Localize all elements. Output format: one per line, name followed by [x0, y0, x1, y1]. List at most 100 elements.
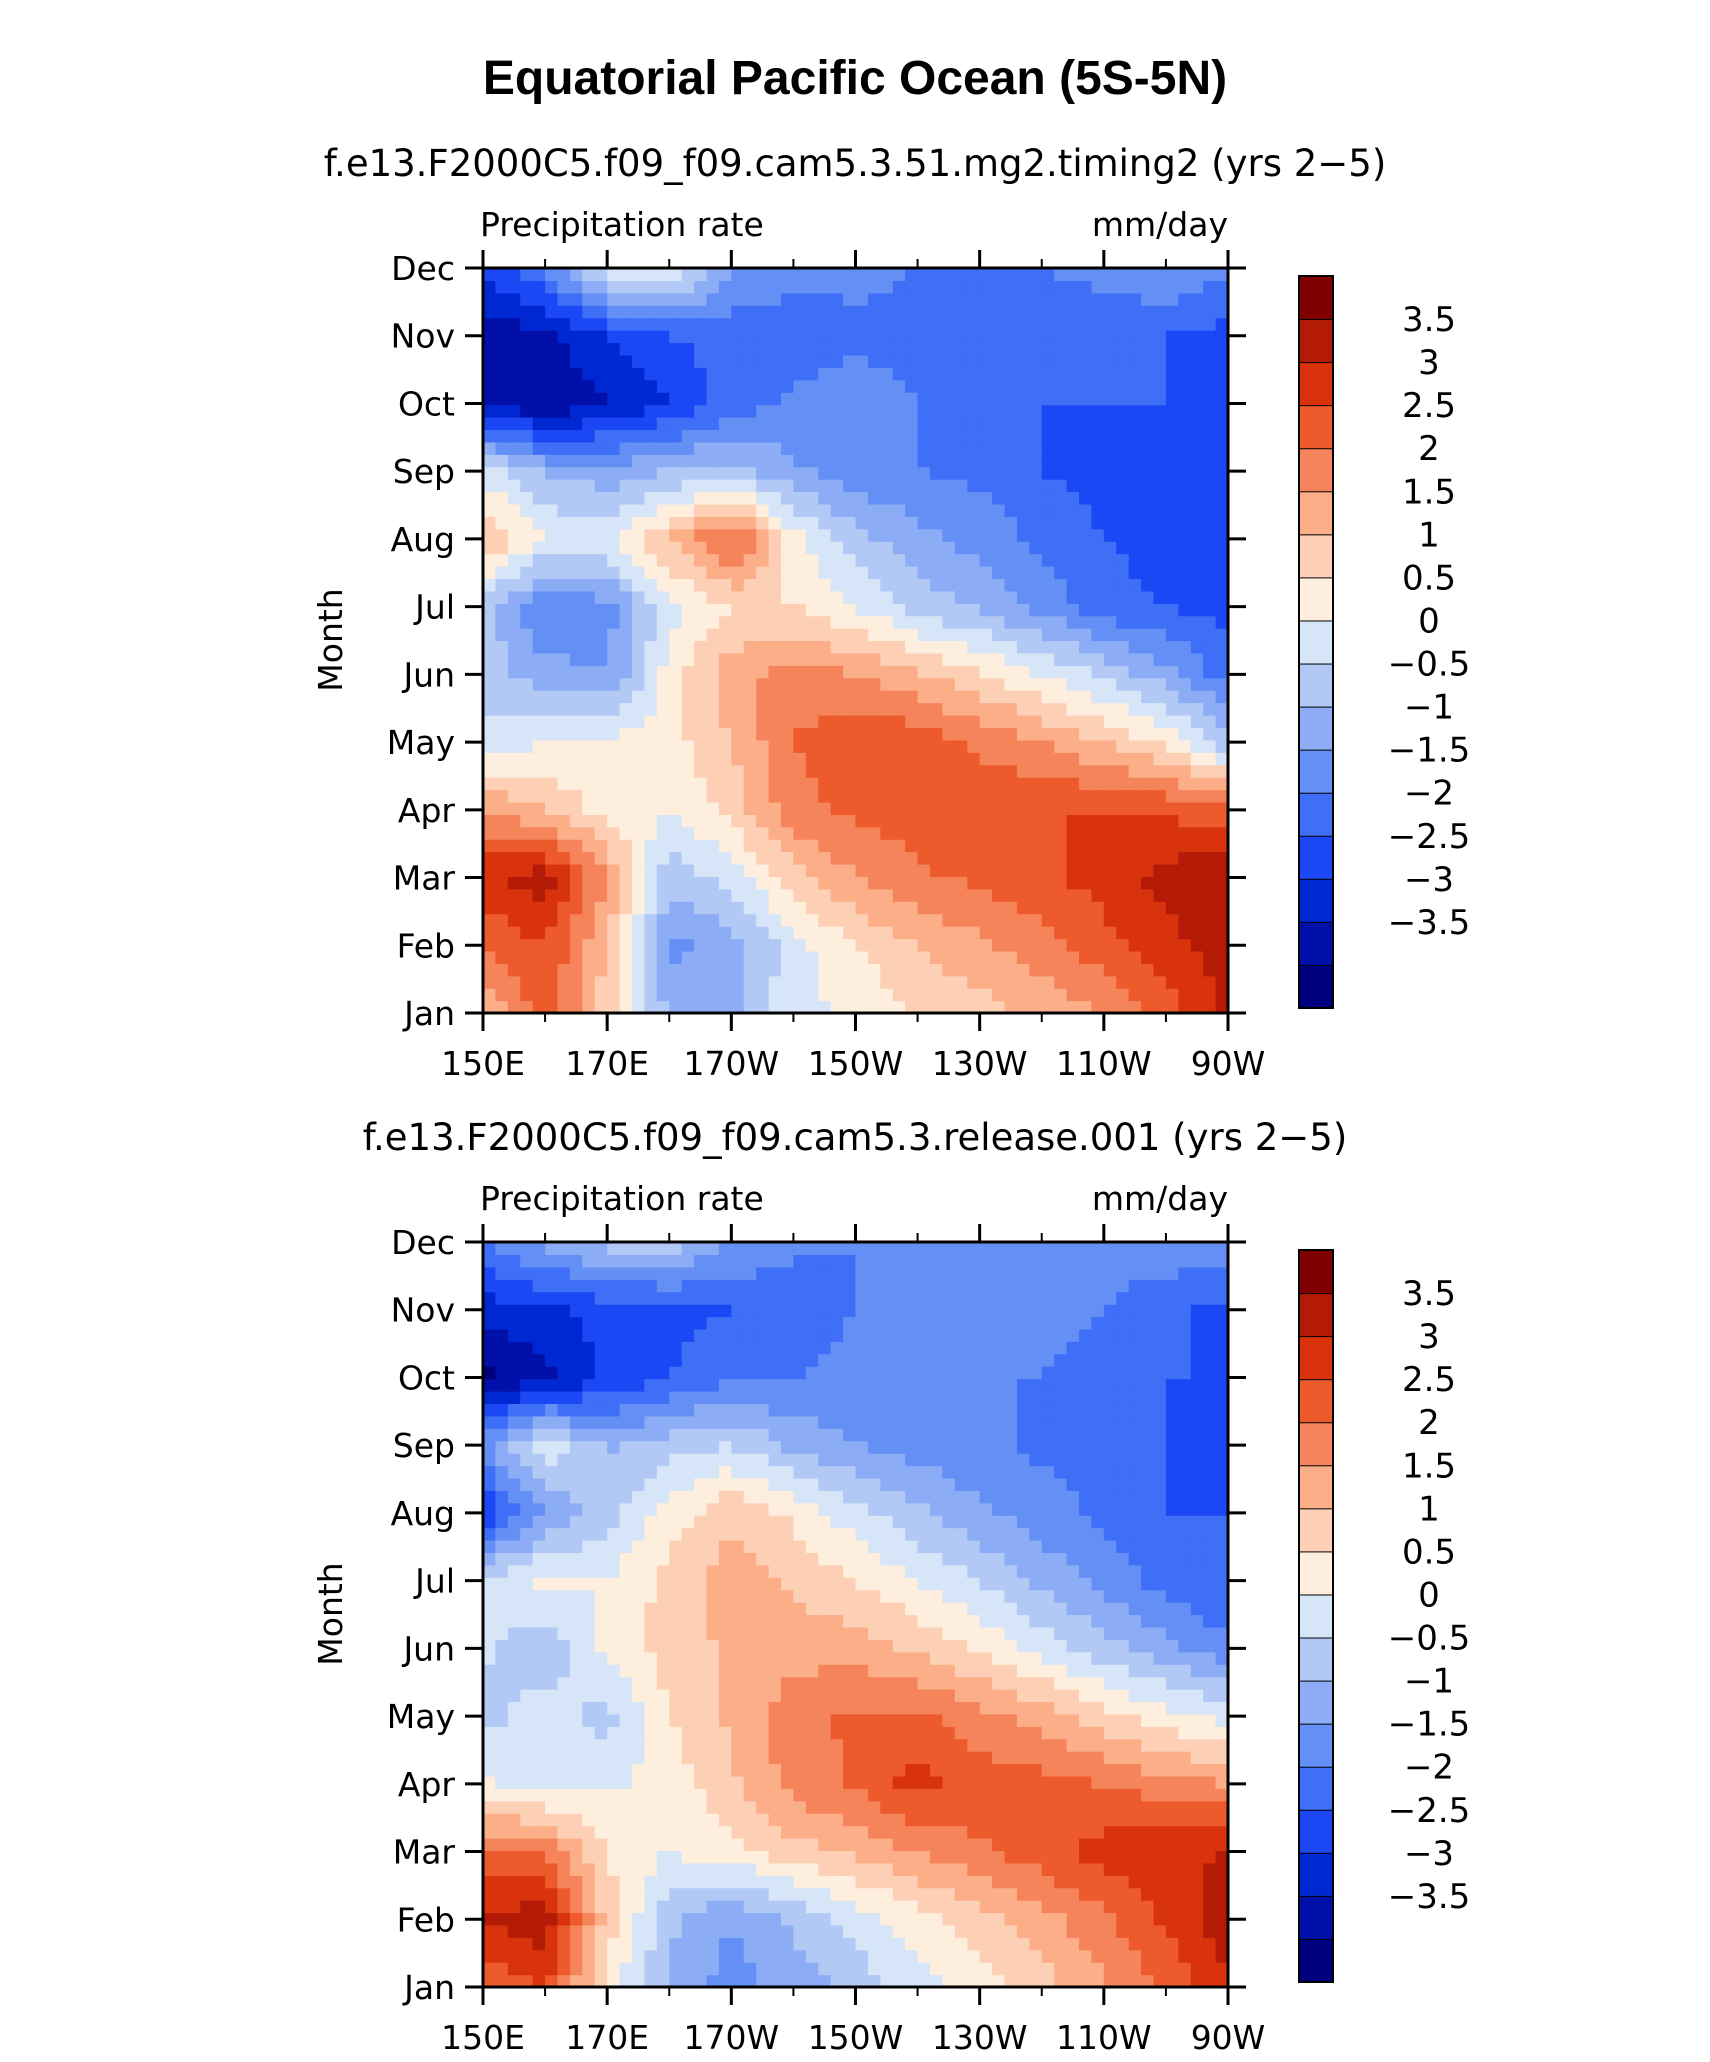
heatmap-cell [520, 888, 534, 902]
heatmap-cell [917, 1726, 931, 1740]
heatmap-cell [644, 950, 658, 964]
heatmap-cell [793, 888, 807, 902]
heatmap-cell [694, 1000, 708, 1014]
heatmap-cell [1041, 280, 1055, 294]
heatmap-cell [830, 826, 844, 840]
heatmap-cell [781, 429, 795, 443]
heatmap-cell [843, 367, 857, 381]
heatmap-cell [843, 392, 857, 406]
heatmap-cell [582, 1924, 596, 1938]
heatmap-cell [1203, 1850, 1217, 1864]
heatmap-cell [1054, 1738, 1068, 1752]
heatmap-cell [954, 491, 968, 505]
heatmap-cell [718, 876, 732, 890]
heatmap-cell [967, 702, 981, 716]
heatmap-cell [681, 367, 695, 381]
heatmap-cell [1066, 491, 1080, 505]
heatmap-cell [992, 1738, 1006, 1752]
heatmap-cell [644, 1713, 658, 1727]
heatmap-cell [1004, 739, 1018, 753]
heatmap-cell [632, 1850, 646, 1864]
heatmap-cell [1178, 1788, 1192, 1802]
heatmap-cell [1190, 1875, 1204, 1889]
heatmap-cell [681, 417, 695, 431]
heatmap-cell [743, 665, 757, 679]
heatmap-cell [569, 851, 583, 865]
heatmap-cell [1091, 330, 1105, 344]
heatmap-cell [607, 1825, 621, 1839]
heatmap-cell [818, 963, 832, 977]
heatmap-cell [768, 752, 782, 766]
heatmap-cell [1178, 528, 1192, 542]
heatmap-cell [545, 1800, 559, 1814]
heatmap-cell [1165, 1751, 1179, 1765]
heatmap-cell [867, 777, 881, 791]
heatmap-cell [855, 1949, 869, 1963]
heatmap-cell [619, 950, 633, 964]
heatmap-cell [979, 330, 993, 344]
heatmap-cell [830, 988, 844, 1002]
heatmap-cell [569, 330, 583, 344]
heatmap-cell [619, 789, 633, 803]
heatmap-cell [830, 590, 844, 604]
heatmap-cell [992, 491, 1006, 505]
heatmap-cell [843, 1875, 857, 1889]
heatmap-cell [1203, 777, 1217, 791]
heatmap-cell [1141, 578, 1155, 592]
heatmap-cell [632, 441, 646, 455]
heatmap-cell [905, 354, 919, 368]
heatmap-cell [545, 317, 559, 331]
heatmap-cell [731, 801, 745, 815]
heatmap-cell [1215, 1900, 1229, 1914]
heatmap-cell [1165, 429, 1179, 443]
heatmap-cell [892, 777, 906, 791]
heatmap-cell [979, 1850, 993, 1864]
heatmap-cell [1054, 1763, 1068, 1777]
heatmap-cell [681, 814, 695, 828]
heatmap-cell [706, 615, 720, 629]
heatmap-cell [756, 727, 770, 741]
heatmap-cell [1103, 503, 1117, 517]
heatmap-cell [569, 479, 583, 493]
heatmap-cell [867, 1962, 881, 1976]
heatmap-cell [793, 640, 807, 654]
heatmap-cell [1190, 1912, 1204, 1926]
heatmap-cell [532, 975, 546, 989]
heatmap-cell [557, 702, 571, 716]
heatmap-cell [1091, 727, 1105, 741]
heatmap-cell [905, 851, 919, 865]
heatmap-cell [1041, 379, 1055, 393]
heatmap-cell [756, 1962, 770, 1976]
heatmap-cell [644, 1775, 658, 1789]
heatmap-cell [669, 429, 683, 443]
heatmap-cell [1190, 864, 1204, 878]
heatmap-cell [681, 392, 695, 406]
heatmap-cell [954, 367, 968, 381]
heatmap-cell [930, 1850, 944, 1864]
heatmap-cell [483, 466, 497, 480]
heatmap-cell [830, 677, 844, 691]
heatmap-cell [1016, 466, 1030, 480]
heatmap-cell [632, 888, 646, 902]
heatmap-cell [1066, 851, 1080, 865]
heatmap-cell [681, 404, 695, 418]
heatmap-cell [979, 1813, 993, 1827]
x-tick-label: 90W [1191, 1044, 1266, 1083]
heatmap-cell [1190, 975, 1204, 989]
heatmap-cell [557, 404, 571, 418]
heatmap-cell [905, 1775, 919, 1789]
heatmap-cell [694, 1726, 708, 1740]
heatmap-cell [632, 342, 646, 356]
heatmap-cell [756, 1949, 770, 1963]
heatmap-cell [694, 280, 708, 294]
heatmap-cell [1079, 528, 1093, 542]
heatmap-cell [1029, 1763, 1043, 1777]
heatmap-cell [507, 715, 521, 729]
heatmap-cell [1066, 876, 1080, 890]
heatmap-cell [520, 1949, 534, 1963]
heatmap-cell [781, 1825, 795, 1839]
heatmap-cell [483, 615, 497, 629]
heatmap-cell [743, 628, 757, 642]
heatmap-cell [793, 715, 807, 729]
heatmap-cell [930, 839, 944, 853]
